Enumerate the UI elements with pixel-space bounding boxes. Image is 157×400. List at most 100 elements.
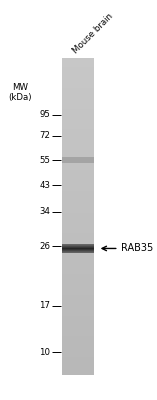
Bar [62,234,94,235]
Bar [62,319,94,320]
Bar [62,183,94,184]
Bar [62,348,94,349]
Bar [62,247,94,248]
Bar [62,66,94,67]
Bar [62,291,94,292]
Bar [62,156,94,158]
Bar [62,167,94,168]
Bar [62,126,94,127]
Bar [62,284,94,286]
Bar [62,204,94,205]
Bar [62,210,94,212]
Bar [62,177,94,178]
Bar [62,271,94,272]
Text: 26: 26 [39,242,50,251]
Bar [62,298,94,299]
Bar [62,373,94,374]
Bar [62,244,94,245]
Bar [62,94,94,95]
Bar [62,158,94,159]
Bar [62,252,94,253]
Bar [62,75,94,76]
Bar [62,152,94,153]
Bar [62,202,94,203]
Bar [62,245,94,246]
Bar [62,334,94,335]
Bar [62,197,94,198]
Bar [62,342,94,344]
Bar [62,87,94,88]
Bar [62,68,94,69]
Text: 72: 72 [39,131,50,140]
Bar [62,161,94,162]
Bar [62,73,94,74]
Bar [62,255,94,256]
Bar [62,256,94,257]
Bar [62,313,94,314]
Bar [62,232,94,233]
Bar [62,283,94,284]
Bar [62,222,94,223]
Bar [62,91,94,92]
Bar [62,65,94,66]
Bar [62,217,94,218]
Bar [62,136,94,138]
Bar [62,146,94,147]
Bar [62,129,94,130]
Bar [62,272,94,273]
Bar [62,143,94,144]
Bar [62,206,94,207]
Bar [62,154,94,156]
Bar [62,130,94,131]
Bar [62,296,94,297]
Bar [62,138,94,140]
Bar [62,230,94,232]
Bar [62,109,94,110]
Bar [62,200,94,201]
Bar [62,113,94,114]
Bar [62,347,94,348]
Bar [62,226,94,227]
Bar [62,170,94,171]
Bar [62,108,94,109]
Bar [62,324,94,326]
Bar [62,103,94,104]
Bar [62,127,94,128]
Bar [62,212,94,214]
Bar [62,317,94,318]
Bar [62,316,94,317]
Bar [62,344,94,346]
Bar [62,236,94,237]
Bar [62,186,94,187]
Bar [62,190,94,192]
Bar [62,172,94,174]
Bar [62,286,94,288]
Bar [62,216,94,217]
Text: 43: 43 [39,180,50,190]
Bar [62,114,94,115]
Bar [62,64,94,65]
Bar [62,293,94,294]
Bar [62,205,94,206]
Bar [62,124,94,125]
Bar [62,120,94,121]
Bar [62,220,94,221]
Bar [62,299,94,300]
Bar [62,270,94,271]
Bar [62,337,94,338]
Bar [62,277,94,278]
Bar [62,328,94,329]
Bar [62,351,94,352]
Bar [62,273,94,274]
Text: 34: 34 [39,207,50,216]
Bar [62,196,94,197]
Bar [62,182,94,183]
Bar [62,134,94,136]
Bar [62,118,94,120]
Bar [62,131,94,132]
Bar [62,166,94,167]
Bar [62,288,94,289]
Bar [62,203,94,204]
Bar [62,304,94,306]
Bar [62,150,94,151]
